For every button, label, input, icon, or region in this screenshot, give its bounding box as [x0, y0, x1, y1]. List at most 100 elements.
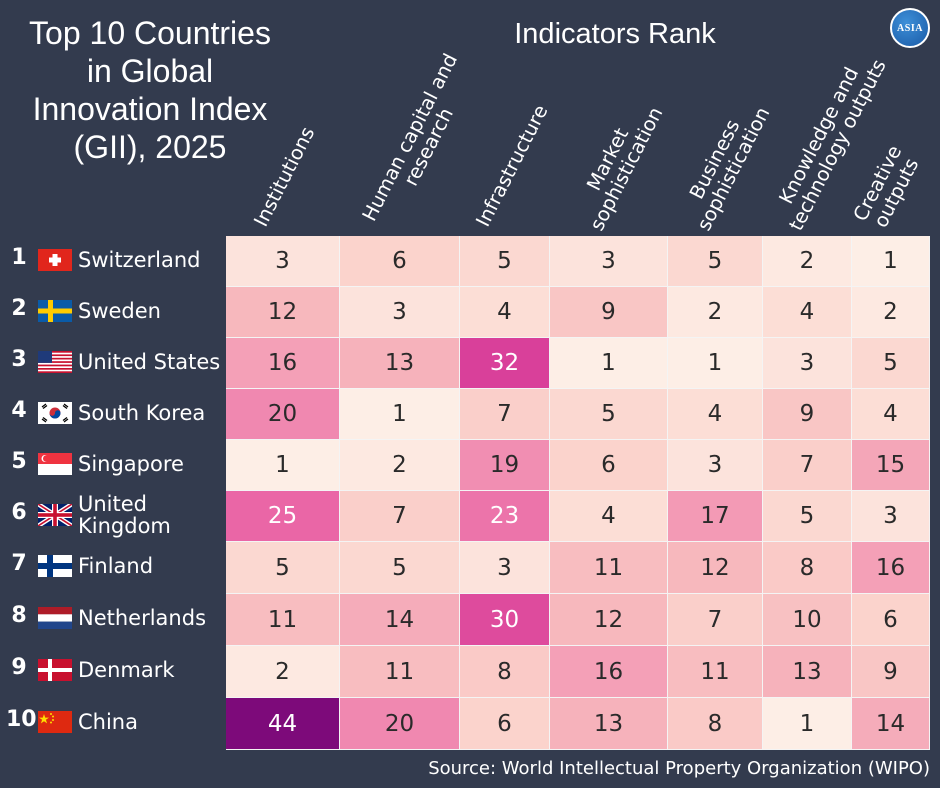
denmark-flag-icon [38, 659, 72, 681]
rank-label: 1 [11, 244, 27, 270]
heatmap-cell: 20 [226, 389, 340, 440]
country-name: Switzerland [78, 249, 201, 271]
country-name-line: Netherlands [78, 606, 207, 630]
netherlands-flag-icon [38, 607, 72, 629]
chart-title: Top 10 Countries in Global Innovation In… [10, 14, 290, 166]
title-line: Innovation Index [32, 91, 268, 127]
country-name-line: Singapore [78, 451, 184, 476]
heatmap-cell: 7 [668, 594, 763, 646]
heatmap-cell: 7 [763, 440, 852, 491]
heatmap-cell: 16 [852, 542, 930, 594]
heatmap-cell: 8 [763, 542, 852, 594]
heatmap-cell: 1 [668, 338, 763, 389]
column-header: Infrastructure [471, 101, 553, 231]
country-name-line: United States [78, 349, 221, 374]
heatmap-cell: 3 [226, 236, 340, 287]
rank-label: 10 [6, 707, 37, 732]
rank-label: 3 [11, 346, 27, 372]
heatmap-cell: 3 [340, 287, 460, 338]
title-line: Top 10 Countries [29, 15, 271, 51]
country-name-line: Denmark [78, 658, 175, 682]
heatmap-cell: 13 [763, 646, 852, 698]
heatmap-cell: 4 [763, 287, 852, 338]
heatmap-cell: 2 [668, 287, 763, 338]
country-name-line: South Korea [78, 400, 206, 425]
chart-subtitle: Indicators Rank [514, 18, 716, 50]
rank-label: 8 [11, 603, 27, 628]
column-header: Market sophistication [568, 94, 667, 234]
heatmap-cell: 3 [668, 440, 763, 491]
heatmap-cell: 11 [226, 594, 340, 646]
heatmap-cell: 16 [550, 646, 668, 698]
column-header-line: Infrastructure [471, 101, 553, 231]
heatmap-cell: 9 [763, 389, 852, 440]
column-header: Creative outputs [849, 142, 925, 234]
heatmap-cell: 2 [340, 440, 460, 491]
heatmap-cell: 19 [460, 440, 550, 491]
united-states-flag-icon [38, 350, 72, 373]
title-line: in Global [86, 53, 214, 89]
country-name-line: China [78, 710, 138, 734]
sweden-flag-icon [38, 299, 72, 322]
country-name: United States [78, 351, 220, 373]
heatmap-cell: 20 [340, 698, 460, 750]
heatmap-cell: 11 [668, 646, 763, 698]
country-name-line: United [78, 491, 147, 516]
heatmap-cell: 4 [460, 287, 550, 338]
heatmap-cell: 3 [852, 491, 930, 542]
country-name: United Kingdom [78, 493, 171, 537]
country-name-line: Switzerland [78, 247, 201, 272]
heatmap-cell: 11 [340, 646, 460, 698]
heatmap-cell: 15 [852, 440, 930, 491]
country-name-line: Finland [78, 554, 154, 578]
heatmap-cell: 6 [460, 698, 550, 750]
heatmap-cell: 12 [226, 287, 340, 338]
heatmap-cell: 7 [340, 491, 460, 542]
country-name: Finland [78, 555, 153, 577]
heatmap-cell: 13 [550, 698, 668, 750]
heatmap-cell: 5 [852, 338, 930, 389]
heatmap-cell: 1 [340, 389, 460, 440]
heatmap-cell: 3 [550, 236, 668, 287]
heatmap-cell: 14 [852, 698, 930, 750]
heatmap-cell: 5 [226, 542, 340, 594]
source-note: Source: World Intellectual Property Orga… [428, 758, 930, 779]
heatmap-cell: 7 [460, 389, 550, 440]
heatmap-cell: 8 [668, 698, 763, 750]
heatmap-cell: 12 [550, 594, 668, 646]
heatmap-cell: 4 [852, 389, 930, 440]
heatmap-cell: 2 [852, 287, 930, 338]
heatmap-cell: 4 [668, 389, 763, 440]
heatmap-cell: 8 [460, 646, 550, 698]
heatmap-cell: 32 [460, 338, 550, 389]
country-name: South Korea [78, 402, 205, 424]
heatmap-cell: 3 [763, 338, 852, 389]
heatmap-cell: 6 [550, 440, 668, 491]
asia-logo: ASIA [890, 8, 930, 48]
singapore-flag-icon [38, 452, 72, 475]
rank-label: 5 [11, 448, 27, 474]
country-name: China [78, 711, 138, 733]
heatmap-cell: 4 [550, 491, 668, 542]
heatmap-cell: 10 [763, 594, 852, 646]
title-line: (GII), 2025 [73, 129, 227, 165]
rank-label: 2 [11, 295, 27, 321]
heatmap-cell: 23 [460, 491, 550, 542]
heatmap-cell: 5 [340, 542, 460, 594]
country-name: Denmark [78, 659, 175, 681]
heatmap-cell: 25 [226, 491, 340, 542]
country-name: Sweden [78, 300, 161, 322]
heatmap-cell: 5 [668, 236, 763, 287]
heatmap-cell: 2 [226, 646, 340, 698]
heatmap-cell: 9 [550, 287, 668, 338]
country-name: Netherlands [78, 607, 206, 629]
heatmap-cell: 13 [340, 338, 460, 389]
heatmap-cell: 30 [460, 594, 550, 646]
heatmap-cell: 1 [226, 440, 340, 491]
heatmap-cell: 5 [763, 491, 852, 542]
country-name-line: Kingdom [78, 513, 171, 538]
heatmap-cell: 5 [460, 236, 550, 287]
column-header: Business sophistication [674, 94, 773, 234]
country-name-line: Sweden [78, 298, 161, 323]
heatmap-cell: 17 [668, 491, 763, 542]
